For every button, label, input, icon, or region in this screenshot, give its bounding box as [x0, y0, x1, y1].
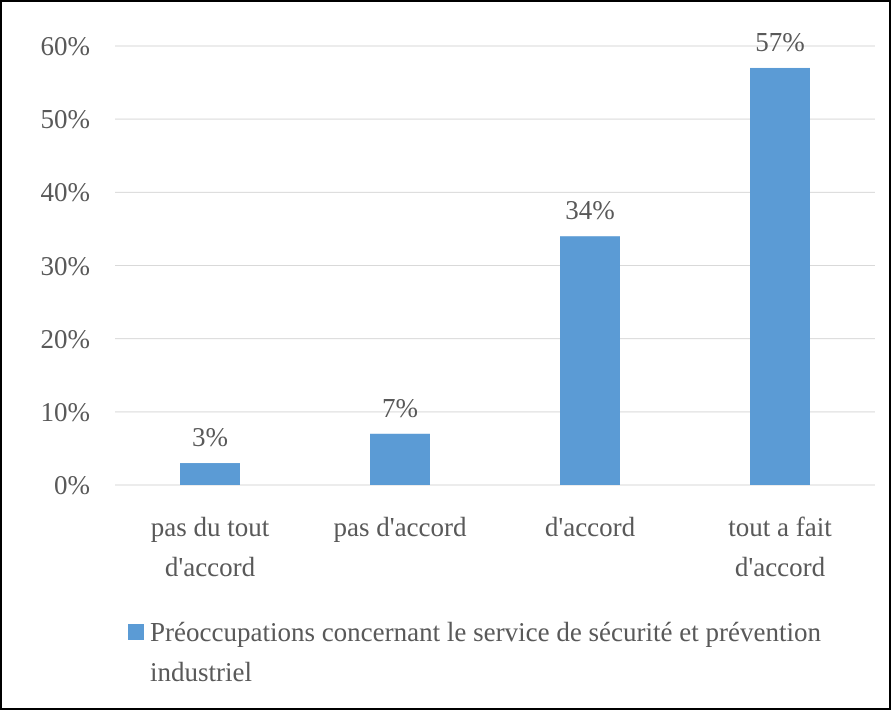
y-tick-label: 30% [40, 250, 91, 281]
legend-swatch [128, 624, 144, 640]
data-label: 7% [382, 392, 418, 423]
bar [370, 433, 430, 485]
data-label: 3% [192, 422, 228, 453]
bar [560, 236, 620, 485]
data-label: 57% [755, 26, 805, 57]
y-tick-label: 0% [54, 470, 90, 500]
bar [750, 67, 810, 485]
x-tick-label: pas d'accord [333, 512, 467, 542]
x-tick-label: d'accord [544, 512, 636, 542]
legend-label: Préoccupations concernant le service de … [150, 617, 821, 687]
y-tick-label: 20% [40, 323, 91, 354]
y-tick-label: 60% [40, 31, 91, 61]
x-tick-label: tout a fait d'accord [728, 512, 832, 582]
data-label: 34% [565, 195, 615, 226]
x-tick-label: pas du tout d'accord [150, 512, 270, 582]
y-tick-label: 40% [40, 177, 91, 208]
y-tick-label: 10% [40, 396, 91, 427]
bar [180, 463, 240, 485]
y-tick-label: 50% [40, 104, 91, 135]
